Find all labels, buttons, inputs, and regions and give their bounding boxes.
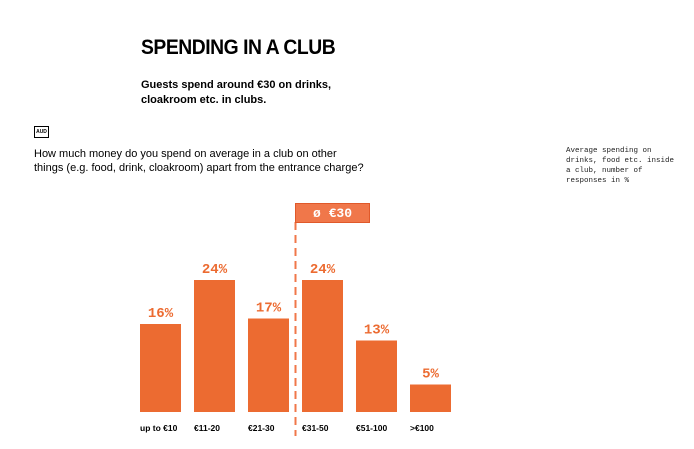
average-label: ø €30 [295, 203, 370, 223]
bar-2 [194, 280, 235, 412]
category-label-2: €11-20 [194, 423, 220, 433]
category-label-6: >€100 [410, 423, 434, 433]
data-label-4: 24% [310, 262, 336, 278]
audio-badge-icon: AUD [34, 126, 49, 138]
data-label-3: 17% [256, 301, 282, 317]
bar-5 [356, 340, 397, 412]
data-label-2: 24% [202, 262, 228, 278]
data-label-1: 16% [148, 306, 174, 322]
page-title: SPENDING IN A CLUB [141, 36, 336, 59]
data-label-5: 13% [364, 323, 390, 339]
chart-note: Average spending on drinks, food etc. in… [566, 147, 675, 185]
page-subtitle: Guests spend around €30 on drinks, cloak… [141, 79, 332, 106]
bar-4 [302, 280, 343, 412]
category-label-5: €51-100 [356, 423, 387, 433]
bar-6 [410, 384, 451, 412]
category-label-1: up to €10 [140, 423, 178, 433]
survey-question: How much money do you spend on average i… [34, 148, 364, 174]
data-label-6: 5% [422, 367, 439, 383]
bar-3 [248, 318, 289, 412]
category-label-3: €21-30 [248, 423, 275, 433]
bar-1 [140, 324, 181, 412]
category-label-4: €31-50 [302, 423, 329, 433]
